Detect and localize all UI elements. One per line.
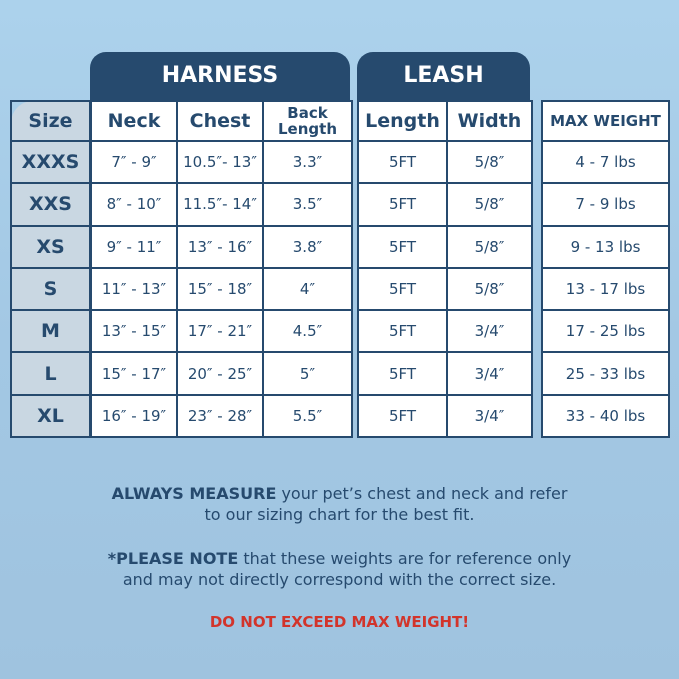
back-cell: 4.5″ <box>262 309 353 354</box>
neck-cell: 15″ - 17″ <box>90 351 178 396</box>
table-row: 5FT 5/8″ <box>357 266 533 312</box>
harness-header: HARNESS <box>90 52 350 102</box>
table-row: 7 - 9 lbs <box>541 182 670 227</box>
harness-table: Neck Chest Back Length 7″ - 9″ 10.5″- 13″… <box>90 100 353 439</box>
table-row: 4 - 7 lbs <box>541 139 670 185</box>
table-row: 17 - 25 lbs <box>541 309 670 354</box>
table-row: 15″ - 17″ 20″ - 25″ 5″ <box>90 351 353 396</box>
back-length-header: Back Length <box>262 100 353 142</box>
table-row: 5FT 5/8″ <box>357 139 533 185</box>
length-cell: 5FT <box>357 393 448 439</box>
neck-cell: 8″ - 10″ <box>90 182 178 227</box>
back-cell: 3.8″ <box>262 224 353 269</box>
weight-cell: 17 - 25 lbs <box>541 309 670 354</box>
back-cell: 3.5″ <box>262 182 353 227</box>
table-row: 8″ - 10″ 11.5″- 14″ 3.5″ <box>90 182 353 227</box>
measure-note-line2: to our sizing chart for the best fit. <box>204 505 475 524</box>
leash-header: LEASH <box>357 52 530 102</box>
chest-cell: 15″ - 18″ <box>176 266 264 312</box>
width-cell: 5/8″ <box>446 182 533 227</box>
size-cell: XS <box>10 224 91 269</box>
chest-cell: 11.5″- 14″ <box>176 182 264 227</box>
table-row: 13 - 17 lbs <box>541 266 670 312</box>
size-cell: M <box>10 309 91 354</box>
weight-note: *PLEASE NOTE that these weights are for … <box>0 548 679 590</box>
measure-note-bold: ALWAYS MEASURE <box>111 484 277 503</box>
length-cell: 5FT <box>357 266 448 312</box>
table-row: 5FT 3/4″ <box>357 351 533 396</box>
leash-table: Length Width 5FT 5/8″ 5FT 5/8″ 5FT 5/8″ 5FT 5/8… <box>357 100 533 439</box>
table-row: 25 - 33 lbs <box>541 351 670 396</box>
size-column: Size XXXS XXS XS S M L XL <box>10 100 91 439</box>
size-cell: XL <box>10 393 91 439</box>
table-row: 5FT 3/4″ <box>357 309 533 354</box>
weight-note-line1: that these weights are for reference onl… <box>238 549 572 568</box>
max-weight-table: MAX WEIGHT 4 - 7 lbs 7 - 9 lbs 9 - 13 lbs 13… <box>541 100 670 439</box>
weight-cell: 25 - 33 lbs <box>541 351 670 396</box>
neck-cell: 13″ - 15″ <box>90 309 178 354</box>
width-cell: 5/8″ <box>446 224 533 269</box>
chest-header: Chest <box>176 100 264 142</box>
measure-note: ALWAYS MEASURE your pet’s chest and neck… <box>0 483 679 525</box>
table-row: 5FT 3/4″ <box>357 393 533 439</box>
length-cell: 5FT <box>357 182 448 227</box>
back-cell: 3.3″ <box>262 139 353 185</box>
size-cell: XXS <box>10 182 91 227</box>
table-row: 11″ - 13″ 15″ - 18″ 4″ <box>90 266 353 312</box>
table-row: S <box>10 266 91 312</box>
table-row: 5FT 5/8″ <box>357 224 533 269</box>
max-weight-warning: DO NOT EXCEED MAX WEIGHT! <box>209 613 470 631</box>
width-cell: 3/4″ <box>446 309 533 354</box>
table-row: 33 - 40 lbs <box>541 393 670 439</box>
neck-cell: 16″ - 19″ <box>90 393 178 439</box>
table-row: 16″ - 19″ 23″ - 28″ 5.5″ <box>90 393 353 439</box>
size-cell: S <box>10 266 91 312</box>
width-cell: 5/8″ <box>446 139 533 185</box>
size-cell: L <box>10 351 91 396</box>
chest-cell: 23″ - 28″ <box>176 393 264 439</box>
measure-note-line1: your pet’s chest and neck and refer <box>276 484 568 503</box>
length-cell: 5FT <box>357 309 448 354</box>
length-header: Length <box>357 100 448 142</box>
length-cell: 5FT <box>357 351 448 396</box>
weight-cell: 4 - 7 lbs <box>541 139 670 185</box>
table-row: M <box>10 309 91 354</box>
table-row: 13″ - 15″ 17″ - 21″ 4.5″ <box>90 309 353 354</box>
weight-cell: 9 - 13 lbs <box>541 224 670 269</box>
weight-cell: 7 - 9 lbs <box>541 182 670 227</box>
chest-cell: 10.5″- 13″ <box>176 139 264 185</box>
table-row: 5FT 5/8″ <box>357 182 533 227</box>
weight-note-line2: and may not directly correspond with the… <box>122 570 557 589</box>
max-weight-header: MAX WEIGHT <box>541 100 670 142</box>
table-row: 9 - 13 lbs <box>541 224 670 269</box>
neck-header: Neck <box>90 100 178 142</box>
back-cell: 5.5″ <box>262 393 353 439</box>
table-row: XS <box>10 224 91 269</box>
weight-note-bold: *PLEASE NOTE <box>107 549 239 568</box>
chest-cell: 13″ - 16″ <box>176 224 264 269</box>
table-row: XXXS <box>10 139 91 185</box>
weight-cell: 13 - 17 lbs <box>541 266 670 312</box>
table-row: XXS <box>10 182 91 227</box>
width-cell: 3/4″ <box>446 351 533 396</box>
size-header: Size <box>10 100 91 142</box>
length-cell: 5FT <box>357 224 448 269</box>
table-row: 9″ - 11″ 13″ - 16″ 3.8″ <box>90 224 353 269</box>
neck-cell: 11″ - 13″ <box>90 266 178 312</box>
neck-cell: 7″ - 9″ <box>90 139 178 185</box>
chest-cell: 20″ - 25″ <box>176 351 264 396</box>
width-cell: 5/8″ <box>446 266 533 312</box>
weight-cell: 33 - 40 lbs <box>541 393 670 439</box>
neck-cell: 9″ - 11″ <box>90 224 178 269</box>
table-row: XL <box>10 393 91 439</box>
width-cell: 3/4″ <box>446 393 533 439</box>
chest-cell: 17″ - 21″ <box>176 309 264 354</box>
length-cell: 5FT <box>357 139 448 185</box>
table-row: L <box>10 351 91 396</box>
size-cell: XXXS <box>10 139 91 185</box>
back-cell: 4″ <box>262 266 353 312</box>
width-header: Width <box>446 100 533 142</box>
table-row: 7″ - 9″ 10.5″- 13″ 3.3″ <box>90 139 353 185</box>
back-cell: 5″ <box>262 351 353 396</box>
